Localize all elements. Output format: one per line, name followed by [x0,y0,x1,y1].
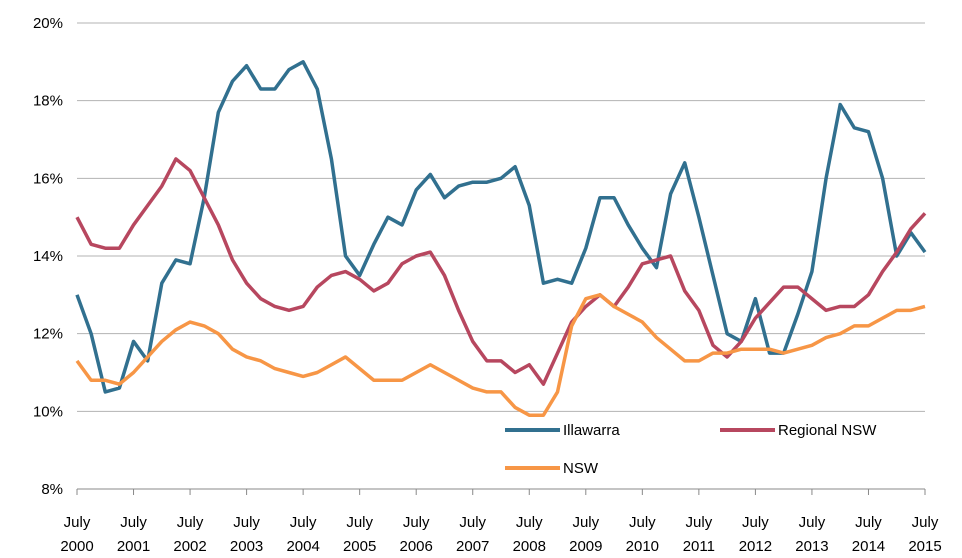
y-tick-label: 12% [33,326,63,343]
x-tick-label: July 2010 [626,514,659,555]
series-line [75,60,927,394]
x-tick-label: July 2001 [117,514,150,555]
y-tick-label: 18% [33,93,63,110]
legend-label: Illawarra [563,422,620,439]
x-tick-label: July 2009 [569,514,602,555]
series-line [75,293,926,417]
x-tick-label: July 2014 [852,514,885,555]
y-tick-label: 20% [33,15,63,32]
legend-label: NSW [563,460,599,477]
x-tick-label: July 2015 [908,514,941,555]
x-tick-label: July 2004 [286,514,319,555]
x-tick-label: July 2006 [400,514,433,555]
legend-label: Regional NSW [778,422,877,439]
x-tick-label: July 2013 [795,514,828,555]
x-tick-label: July 2002 [173,514,206,555]
x-tick-label: July 2005 [343,514,376,555]
x-tick-label: July 2011 [683,514,715,555]
y-tick-label: 8% [41,481,63,498]
x-tick-label: July 2003 [230,514,263,555]
y-tick-label: 14% [33,248,63,265]
series-line [75,157,927,386]
x-tick-label: July 2012 [739,514,772,555]
x-tick-label: July 2000 [60,514,93,555]
y-tick-label: 10% [33,403,63,420]
y-tick-label: 16% [33,170,63,187]
x-tick-label: July 2007 [456,514,489,555]
x-tick-label: July 2008 [513,514,546,555]
